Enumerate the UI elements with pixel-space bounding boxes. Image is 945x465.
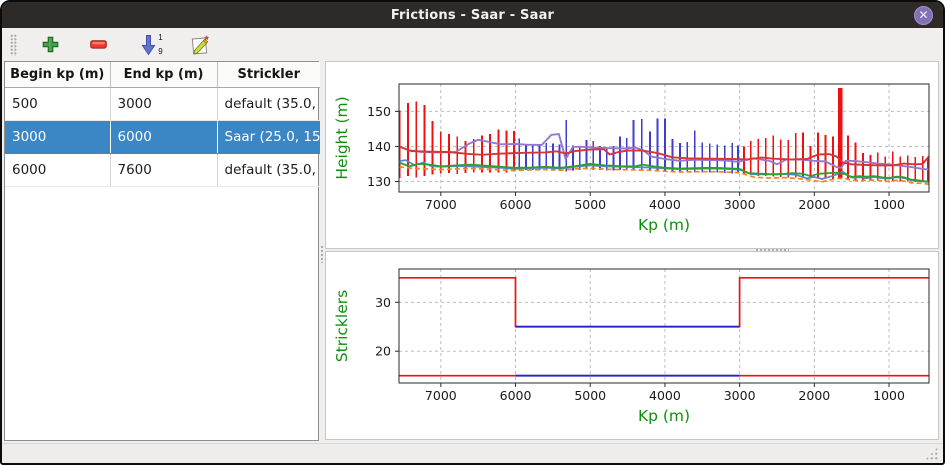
resize-grip[interactable] — [925, 447, 938, 460]
cell-strickler[interactable]: Saar (25.0, 15.0) — [217, 120, 320, 154]
header-end-kp[interactable]: End kp (m) — [110, 62, 218, 88]
sort-digit-first: 1 — [158, 32, 163, 42]
svg-text:Height (m): Height (m) — [333, 96, 351, 179]
stricklers-chart: 7000 6000 5000 4000 3000 2000 1000 20 30 Kp (m) St… — [325, 251, 939, 440]
svg-text:4000: 4000 — [649, 388, 681, 403]
cell-end-kp[interactable]: 3000 — [110, 87, 218, 121]
window-title: Frictions - Saar - Saar — [390, 7, 555, 23]
svg-text:4000: 4000 — [649, 197, 681, 212]
table-row-selected[interactable]: 3000 6000 Saar (25.0, 15.0) — [5, 120, 320, 154]
toolbar-drag-handle[interactable] — [10, 33, 17, 56]
toolbar: 1 9 — [2, 28, 943, 61]
sort-digit-last: 9 — [158, 46, 163, 56]
header-begin-kp[interactable]: Begin kp (m) — [5, 62, 111, 88]
svg-text:2000: 2000 — [798, 388, 830, 403]
svg-text:30: 30 — [375, 295, 391, 310]
svg-text:Kp (m): Kp (m) — [638, 216, 690, 234]
svg-text:1000: 1000 — [873, 388, 905, 403]
cell-begin-kp[interactable]: 6000 — [5, 153, 111, 187]
charts-panel: 7000 6000 5000 4000 3000 2000 1000 130 140 150 Kp … — [325, 61, 941, 441]
svg-text:1000: 1000 — [873, 197, 905, 212]
svg-text:Kp (m): Kp (m) — [638, 407, 690, 425]
cell-begin-kp[interactable]: 500 — [5, 87, 111, 121]
svg-text:20: 20 — [375, 344, 391, 359]
svg-text:140: 140 — [367, 139, 391, 154]
header-strickler[interactable]: Strickler — [217, 62, 320, 88]
cell-end-kp[interactable]: 6000 — [110, 120, 218, 154]
vertical-splitter-handle[interactable] — [319, 245, 325, 263]
svg-text:130: 130 — [367, 174, 391, 189]
status-bar — [2, 443, 943, 463]
svg-text:6000: 6000 — [500, 388, 532, 403]
minus-icon — [89, 40, 107, 49]
svg-text:Stricklers: Stricklers — [333, 290, 351, 362]
add-row-button[interactable] — [37, 32, 63, 58]
cell-strickler[interactable]: default (35.0, … — [217, 153, 320, 187]
table-header-row: Begin kp (m) End kp (m) Strickler — [5, 62, 320, 88]
sort-order-digits: 1 9 — [158, 32, 163, 56]
edit-note-icon — [191, 34, 210, 55]
sort-rows-button[interactable]: 1 9 — [135, 32, 169, 58]
svg-text:6000: 6000 — [500, 197, 532, 212]
cell-begin-kp[interactable]: 3000 — [5, 120, 111, 154]
svg-text:2000: 2000 — [798, 197, 830, 212]
table-row[interactable]: 500 3000 default (35.0, … — [5, 87, 320, 121]
cell-end-kp[interactable]: 7600 — [110, 153, 218, 187]
close-icon: ✕ — [918, 7, 929, 22]
svg-text:3000: 3000 — [724, 197, 756, 212]
frictions-table: Begin kp (m) End kp (m) Strickler 500 30… — [5, 62, 320, 187]
table-row[interactable]: 6000 7600 default (35.0, … — [5, 153, 320, 187]
plus-icon — [42, 36, 58, 53]
close-button[interactable]: ✕ — [914, 5, 933, 25]
remove-row-button[interactable] — [85, 32, 111, 58]
titlebar: Frictions - Saar - Saar ✕ — [2, 2, 943, 28]
svg-text:5000: 5000 — [574, 388, 606, 403]
svg-text:7000: 7000 — [425, 388, 457, 403]
edit-strickler-button[interactable] — [187, 32, 213, 58]
frictions-table-panel: Begin kp (m) End kp (m) Strickler 500 30… — [4, 61, 320, 441]
horizontal-splitter-handle[interactable] — [755, 247, 789, 253]
cell-strickler[interactable]: default (35.0, … — [217, 87, 320, 121]
svg-text:5000: 5000 — [574, 197, 606, 212]
svg-text:150: 150 — [367, 104, 391, 119]
svg-text:7000: 7000 — [425, 197, 457, 212]
svg-text:3000: 3000 — [724, 388, 756, 403]
sort-descending-icon — [141, 34, 156, 55]
height-profile-chart: 7000 6000 5000 4000 3000 2000 1000 130 140 150 Kp … — [325, 61, 939, 249]
